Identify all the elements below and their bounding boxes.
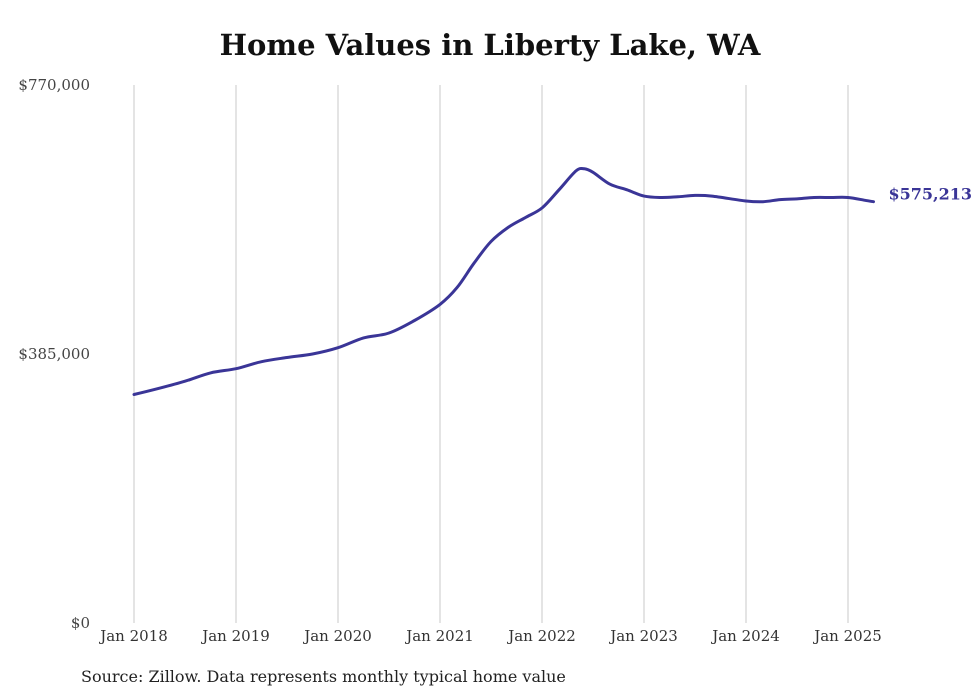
x-tick-label: Jan 2018 bbox=[98, 627, 168, 645]
end-value-label: $575,213 bbox=[889, 185, 973, 204]
x-tick-label: Jan 2020 bbox=[302, 627, 372, 645]
x-tick-label: Jan 2025 bbox=[812, 627, 882, 645]
x-axis-ticks: Jan 2018 Jan 2019 Jan 2020 Jan 2021 Jan 2022… bbox=[98, 627, 882, 645]
y-tick-label: $385,000 bbox=[18, 345, 90, 363]
y-tick-label: $0 bbox=[71, 614, 90, 632]
series-line bbox=[132, 166, 875, 396]
x-tick-label: Jan 2024 bbox=[710, 627, 780, 645]
x-tick-label: Jan 2021 bbox=[404, 627, 474, 645]
x-tick-label: Jan 2022 bbox=[506, 627, 576, 645]
source-note: Source: Zillow. Data represents monthly … bbox=[81, 667, 566, 686]
chart-title: Home Values in Liberty Lake, WA bbox=[219, 28, 761, 62]
gridlines bbox=[133, 85, 849, 623]
y-tick-label: $770,000 bbox=[18, 76, 90, 94]
y-axis-ticks: $0 $385,000 $770,000 bbox=[18, 76, 90, 632]
x-tick-label: Jan 2023 bbox=[608, 627, 678, 645]
x-tick-label: Jan 2019 bbox=[200, 627, 270, 645]
